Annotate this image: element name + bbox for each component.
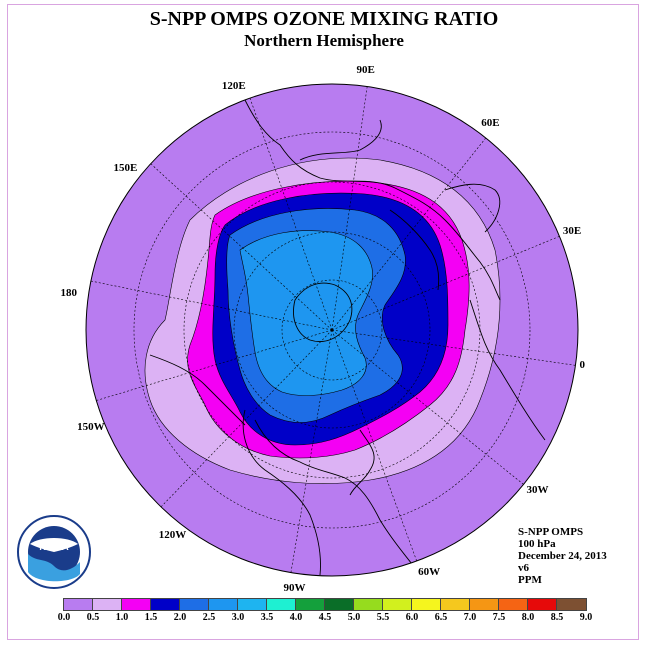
noaa-logo-text: NOAA [39,542,68,553]
info-date: December 24, 2013 [518,550,607,562]
colorbar-cell [528,599,557,610]
colorbar-cell [412,599,441,610]
colorbar [63,598,587,611]
colorbar-tick-label: 6.0 [405,612,419,623]
colorbar-cell [122,599,151,610]
colorbar-cell [267,599,296,610]
map-title: S-NPP OMPS OZONE MIXING RATIO [149,8,499,30]
colorbar-tick-label: 8.5 [550,612,564,623]
longitude-label: 90W [283,582,306,595]
longitude-label: 150E [113,161,138,174]
info-units: PPM [518,574,542,586]
info-level: 100 hPa [518,538,556,550]
colorbar-cell [151,599,180,610]
colorbar-tick-label: 4.5 [318,612,332,623]
colorbar-cell [354,599,383,610]
colorbar-tick-label: 0.0 [57,612,71,623]
colorbar-tick-label: 7.5 [492,612,506,623]
info-version: v6 [518,562,529,574]
colorbar-tick-label: 2.0 [173,612,187,623]
info-instrument: S-NPP OMPS [518,526,584,538]
colorbar-cell [209,599,238,610]
colorbar-tick-label: 7.0 [463,612,477,623]
longitude-label: 120W [158,529,187,542]
longitude-label: 60E [481,116,500,129]
colorbar-cell [325,599,354,610]
colorbar-cell [557,599,586,610]
colorbar-cell [383,599,412,610]
colorbar-cell [296,599,325,610]
map-subtitle: Northern Hemisphere [244,31,404,50]
noaa-logo: NOAA [17,515,91,589]
longitude-label: 180 [60,286,78,299]
longitude-label: 150W [77,421,105,434]
colorbar-tick-label: 2.5 [202,612,216,623]
colorbar-tick-label: 8.0 [521,612,535,623]
colorbar-cell [238,599,267,610]
colorbar-cell [470,599,499,610]
longitude-label: 60W [418,565,441,578]
colorbar-tick-label: 6.5 [434,612,448,623]
longitude-label: 90E [356,63,375,76]
colorbar-tick-label: 3.5 [260,612,274,623]
colorbar-tick-label: 5.0 [347,612,361,623]
info-block: S-NPP OMPS 100 hPa December 24, 2013 v6 … [518,526,607,586]
colorbar-tick-label: 5.5 [376,612,390,623]
colorbar-tick-label: 0.5 [86,612,100,623]
colorbar-tick-label: 1.0 [115,612,129,623]
figure-border [7,4,639,640]
colorbar-tick-label: 9.0 [579,612,593,623]
ozone-region-2.5-3.0 [239,230,373,396]
colorbar-labels: 0.0 0.5 1.0 1.5 2.0 2.5 3.0 3.5 4.0 4.5 5.0 5.5 6.0 6… [0,612,648,626]
longitude-label: 30W [526,484,549,497]
colorbar-cell [180,599,209,610]
colorbar-cell [93,599,122,610]
colorbar-cell [441,599,470,610]
colorbar-tick-label: 4.0 [289,612,303,623]
colorbar-tick-label: 3.0 [231,612,245,623]
colorbar-cell [64,599,93,610]
longitude-label: 30E [562,224,582,237]
colorbar-cell [499,599,528,610]
colorbar-tick-label: 1.5 [144,612,158,623]
longitude-label: 120E [221,80,246,93]
longitude-label: 0 [579,359,585,372]
